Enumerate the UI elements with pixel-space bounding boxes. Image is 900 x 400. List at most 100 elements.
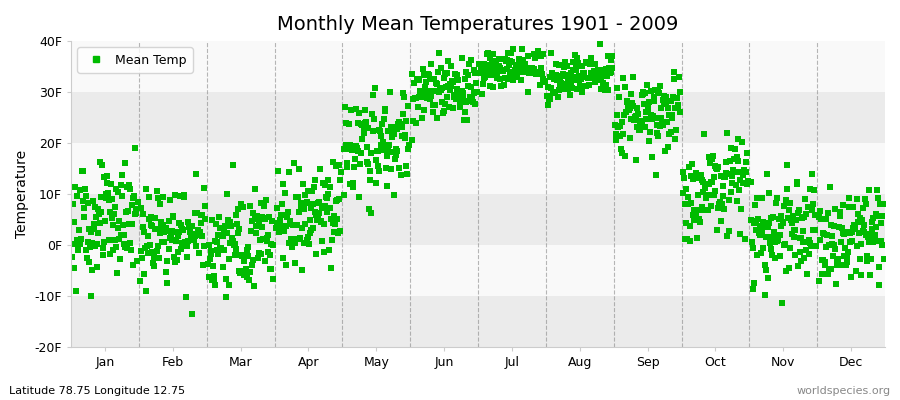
- Point: [555, 84, 570, 90]
- Point: [149, 248, 164, 254]
- Point: [496, 82, 510, 88]
- Point: [152, 230, 166, 236]
- Point: [643, 128, 657, 135]
- Point: [789, 179, 804, 186]
- Point: [752, 232, 767, 238]
- Point: [760, 170, 774, 177]
- Point: [504, 71, 518, 77]
- Point: [313, 218, 328, 225]
- Point: [724, 145, 738, 151]
- Point: [436, 110, 450, 116]
- Point: [303, 216, 318, 223]
- Point: [391, 126, 405, 132]
- Point: [349, 106, 364, 112]
- Point: [181, 218, 195, 225]
- Point: [271, 220, 285, 226]
- Point: [513, 57, 527, 64]
- Point: [465, 95, 480, 101]
- Point: [188, 210, 202, 216]
- Point: [190, 227, 204, 234]
- Point: [346, 183, 361, 190]
- Point: [550, 75, 564, 81]
- Point: [841, 253, 855, 260]
- Point: [739, 159, 753, 165]
- Point: [646, 98, 661, 104]
- Point: [536, 77, 551, 84]
- Point: [422, 76, 436, 82]
- Point: [325, 237, 339, 244]
- Point: [832, 224, 846, 230]
- Point: [517, 57, 531, 64]
- Point: [869, 187, 884, 193]
- Point: [815, 230, 830, 237]
- Point: [859, 201, 873, 208]
- Point: [531, 69, 545, 76]
- Point: [329, 162, 344, 169]
- Point: [854, 241, 868, 247]
- Point: [302, 234, 316, 240]
- Point: [769, 200, 783, 206]
- Point: [322, 246, 337, 253]
- Point: [475, 68, 490, 74]
- Point: [500, 66, 514, 72]
- Point: [159, 280, 174, 286]
- Point: [702, 154, 716, 160]
- Point: [109, 186, 123, 192]
- Point: [500, 76, 515, 82]
- Point: [161, 218, 176, 224]
- Point: [758, 262, 772, 268]
- Point: [526, 64, 540, 71]
- Point: [372, 168, 386, 174]
- Point: [752, 228, 766, 234]
- Point: [574, 76, 589, 82]
- Point: [762, 220, 777, 226]
- Point: [577, 70, 591, 76]
- Point: [618, 109, 633, 116]
- Point: [189, 171, 203, 178]
- Point: [659, 94, 673, 100]
- Point: [531, 48, 545, 54]
- Point: [356, 129, 371, 136]
- Point: [187, 233, 202, 240]
- Point: [616, 131, 630, 138]
- Point: [766, 214, 780, 220]
- Point: [464, 84, 479, 91]
- Point: [860, 233, 875, 240]
- Point: [394, 124, 409, 130]
- Point: [856, 205, 870, 211]
- Point: [648, 114, 662, 121]
- Point: [310, 199, 325, 206]
- Point: [387, 131, 401, 138]
- Point: [190, 210, 204, 216]
- Point: [801, 204, 815, 210]
- Point: [526, 66, 541, 72]
- Point: [540, 93, 554, 100]
- Point: [716, 174, 731, 180]
- Point: [875, 242, 889, 248]
- Point: [566, 66, 580, 73]
- Point: [312, 166, 327, 172]
- Point: [835, 230, 850, 236]
- Point: [683, 200, 698, 206]
- Point: [874, 220, 888, 226]
- Point: [748, 202, 762, 209]
- Point: [382, 128, 396, 134]
- Point: [428, 102, 442, 108]
- Point: [690, 235, 705, 241]
- Point: [592, 41, 607, 47]
- Point: [562, 73, 577, 79]
- Point: [716, 193, 731, 200]
- Point: [198, 203, 212, 209]
- Point: [831, 258, 845, 265]
- Title: Monthly Mean Temperatures 1901 - 2009: Monthly Mean Temperatures 1901 - 2009: [277, 15, 679, 34]
- Point: [557, 64, 572, 71]
- Point: [431, 69, 446, 76]
- Point: [725, 167, 740, 174]
- Point: [509, 62, 524, 69]
- Point: [633, 118, 647, 124]
- Point: [289, 222, 303, 228]
- Point: [761, 190, 776, 196]
- Point: [83, 244, 97, 250]
- Point: [263, 252, 277, 259]
- Point: [248, 223, 263, 230]
